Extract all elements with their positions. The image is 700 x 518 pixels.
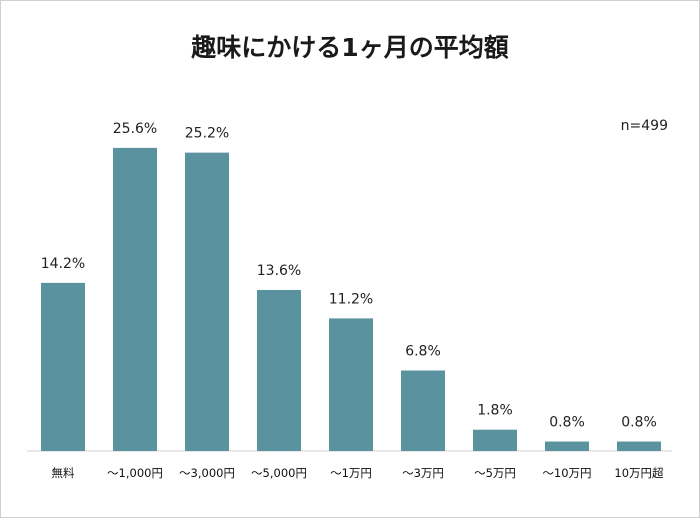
data-label-7: 0.8%	[549, 415, 585, 431]
bar-3	[257, 289, 301, 451]
category-label-4: ～1万円	[330, 466, 372, 480]
data-label-1: 25.6%	[113, 121, 157, 137]
data-label-0: 14.2%	[41, 256, 85, 272]
category-label-6: ～5万円	[474, 466, 516, 480]
bar-1	[113, 147, 157, 451]
bar-5	[401, 370, 445, 451]
category-label-3: ～5,000円	[251, 466, 307, 480]
bar-4	[329, 318, 373, 451]
bar-2	[185, 152, 229, 451]
category-label-7: ～10万円	[542, 466, 591, 480]
bar-8	[617, 441, 661, 451]
chart-title: 趣味にかける1ヶ月の平均額	[191, 33, 509, 62]
category-label-8: 10万円超	[614, 466, 664, 480]
category-label-1: ～1,000円	[107, 466, 163, 480]
data-label-3: 13.6%	[257, 263, 301, 279]
bar-0	[41, 282, 85, 451]
bar-6	[473, 429, 517, 451]
category-label-0: 無料	[52, 466, 75, 480]
data-label-4: 11.2%	[329, 291, 373, 307]
bar-7	[545, 441, 589, 451]
data-label-8: 0.8%	[621, 415, 657, 431]
data-label-5: 6.8%	[405, 343, 441, 359]
category-label-5: ～3万円	[402, 466, 444, 480]
data-label-2: 25.2%	[185, 126, 229, 142]
data-label-6: 1.8%	[477, 403, 513, 419]
sample-size-label: n=499	[620, 118, 668, 134]
category-label-2: ～3,000円	[179, 466, 235, 480]
